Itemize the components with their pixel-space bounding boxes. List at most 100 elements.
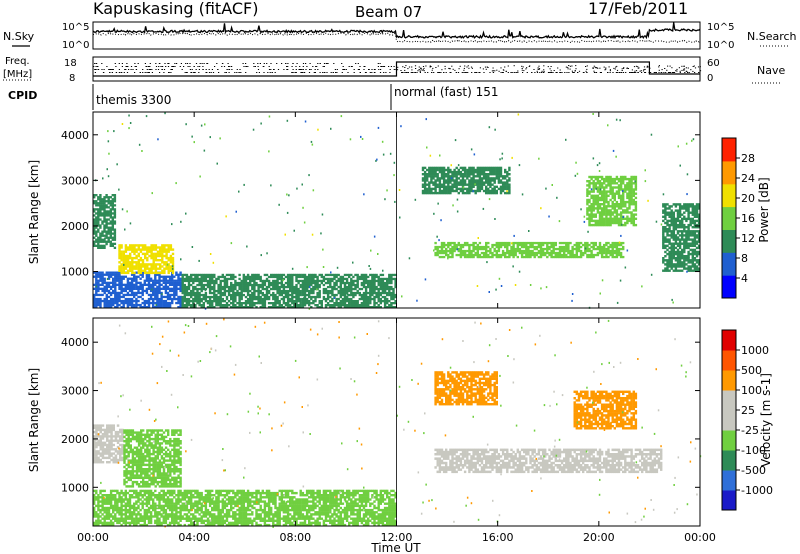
heatmap-cell (440, 168, 444, 172)
heatmap-cell (211, 281, 214, 285)
heatmap-cell (122, 261, 125, 264)
heatmap-cell (173, 279, 176, 282)
freq-dot (550, 66, 552, 67)
heatmap-cell (114, 289, 117, 293)
heatmap-cell (630, 219, 633, 223)
heatmap-cell (149, 283, 153, 286)
heatmap-cell (611, 219, 614, 223)
heatmap-cell (255, 273, 258, 277)
heatmap-cell (310, 289, 313, 293)
heatmap-cell (617, 223, 621, 227)
heatmap-cell (282, 289, 286, 293)
heatmap-cell (461, 175, 465, 178)
heatmap-cell (594, 213, 597, 216)
heatmap-cell (139, 283, 142, 286)
freq-dot (253, 66, 255, 67)
heatmap-cell (101, 208, 104, 211)
freq-dot (147, 66, 149, 67)
heatmap-cell (126, 263, 130, 266)
freq-dot (271, 72, 273, 73)
heatmap-cell (676, 261, 680, 264)
heatmap-cell (681, 248, 684, 252)
heatmap-cell (99, 277, 102, 280)
heatmap-cell (103, 240, 106, 243)
heatmap-cell (350, 306, 353, 309)
heatmap-cell (291, 287, 294, 291)
heatmap-cell (202, 283, 205, 287)
heatmap-cell (168, 275, 172, 278)
heatmap-cell (118, 279, 121, 282)
heatmap-cell (152, 297, 155, 301)
heatmap-cell (358, 306, 361, 309)
freq-dot (637, 66, 639, 68)
freq-dot (616, 65, 618, 67)
heatmap-cell (278, 287, 281, 291)
heatmap-cell (609, 192, 612, 195)
freq-dot (146, 72, 148, 73)
heatmap-cell (177, 283, 180, 286)
heatmap-cell (687, 265, 690, 268)
heatmap-cell (249, 302, 252, 305)
freq-dot (502, 72, 504, 73)
heatmap-cell (605, 196, 608, 200)
heatmap-cell (445, 249, 448, 253)
heatmap-cell (676, 257, 680, 260)
heatmap-cell (525, 245, 528, 249)
freq-dot (94, 69, 96, 70)
heatmap-cell (434, 181, 437, 184)
heatmap-cell (175, 297, 178, 301)
heatmap-cell (459, 255, 463, 259)
heatmap-cell (341, 289, 345, 293)
heatmap-cell (358, 293, 361, 297)
freq-dot (663, 72, 665, 73)
freq-dot (203, 63, 205, 64)
heatmap-cell (133, 283, 136, 286)
heatmap-cell (364, 295, 368, 299)
heatmap-cell (333, 306, 336, 309)
heatmap-cell (135, 271, 138, 274)
heatmap-cell (605, 249, 608, 253)
heatmap-cell (449, 255, 452, 259)
heatmap-cell (693, 223, 697, 227)
heatmap-cell (506, 187, 509, 191)
heatmap-cell (150, 246, 153, 249)
heatmap-cell (693, 250, 697, 254)
heatmap-cell (478, 173, 482, 176)
heatmap-cell (436, 249, 439, 253)
heatmap-cell (506, 241, 509, 245)
heatmap-cell (577, 255, 581, 259)
heatmap-speck (686, 173, 689, 176)
heatmap-cell (299, 275, 302, 279)
freq-dot (299, 66, 301, 67)
heatmap-cell (381, 273, 385, 277)
heatmap-cell (428, 170, 431, 174)
heatmap-cell (495, 185, 498, 188)
heatmap-cell (236, 289, 239, 293)
heatmap-cell (687, 267, 690, 270)
freq-dot (242, 63, 244, 64)
heatmap-cell (466, 255, 469, 259)
freq-dot (228, 69, 230, 70)
heatmap-cell (122, 303, 125, 307)
heatmap-cell (124, 293, 127, 297)
heatmap-cell (603, 186, 606, 189)
heatmap-cell (445, 253, 448, 257)
heatmap-cell (381, 295, 385, 299)
heatmap-cell (596, 219, 600, 223)
heatmap-cell (615, 215, 619, 218)
heatmap-cell (147, 297, 151, 301)
heatmap-cell (504, 243, 507, 247)
heatmap-cell (259, 283, 262, 287)
heatmap-cell (173, 285, 176, 288)
heatmap-cell (168, 283, 172, 286)
heatmap-cell (314, 285, 317, 289)
freq-dot (208, 72, 211, 73)
heatmap-cell (217, 291, 220, 295)
heatmap-cell (350, 302, 353, 305)
heatmap-cell (291, 285, 294, 289)
freq-dot (273, 69, 275, 70)
heatmap-cell (615, 211, 619, 214)
heatmap-cell (697, 246, 701, 250)
heatmap-cell (394, 273, 397, 277)
heatmap-cell (126, 256, 130, 260)
